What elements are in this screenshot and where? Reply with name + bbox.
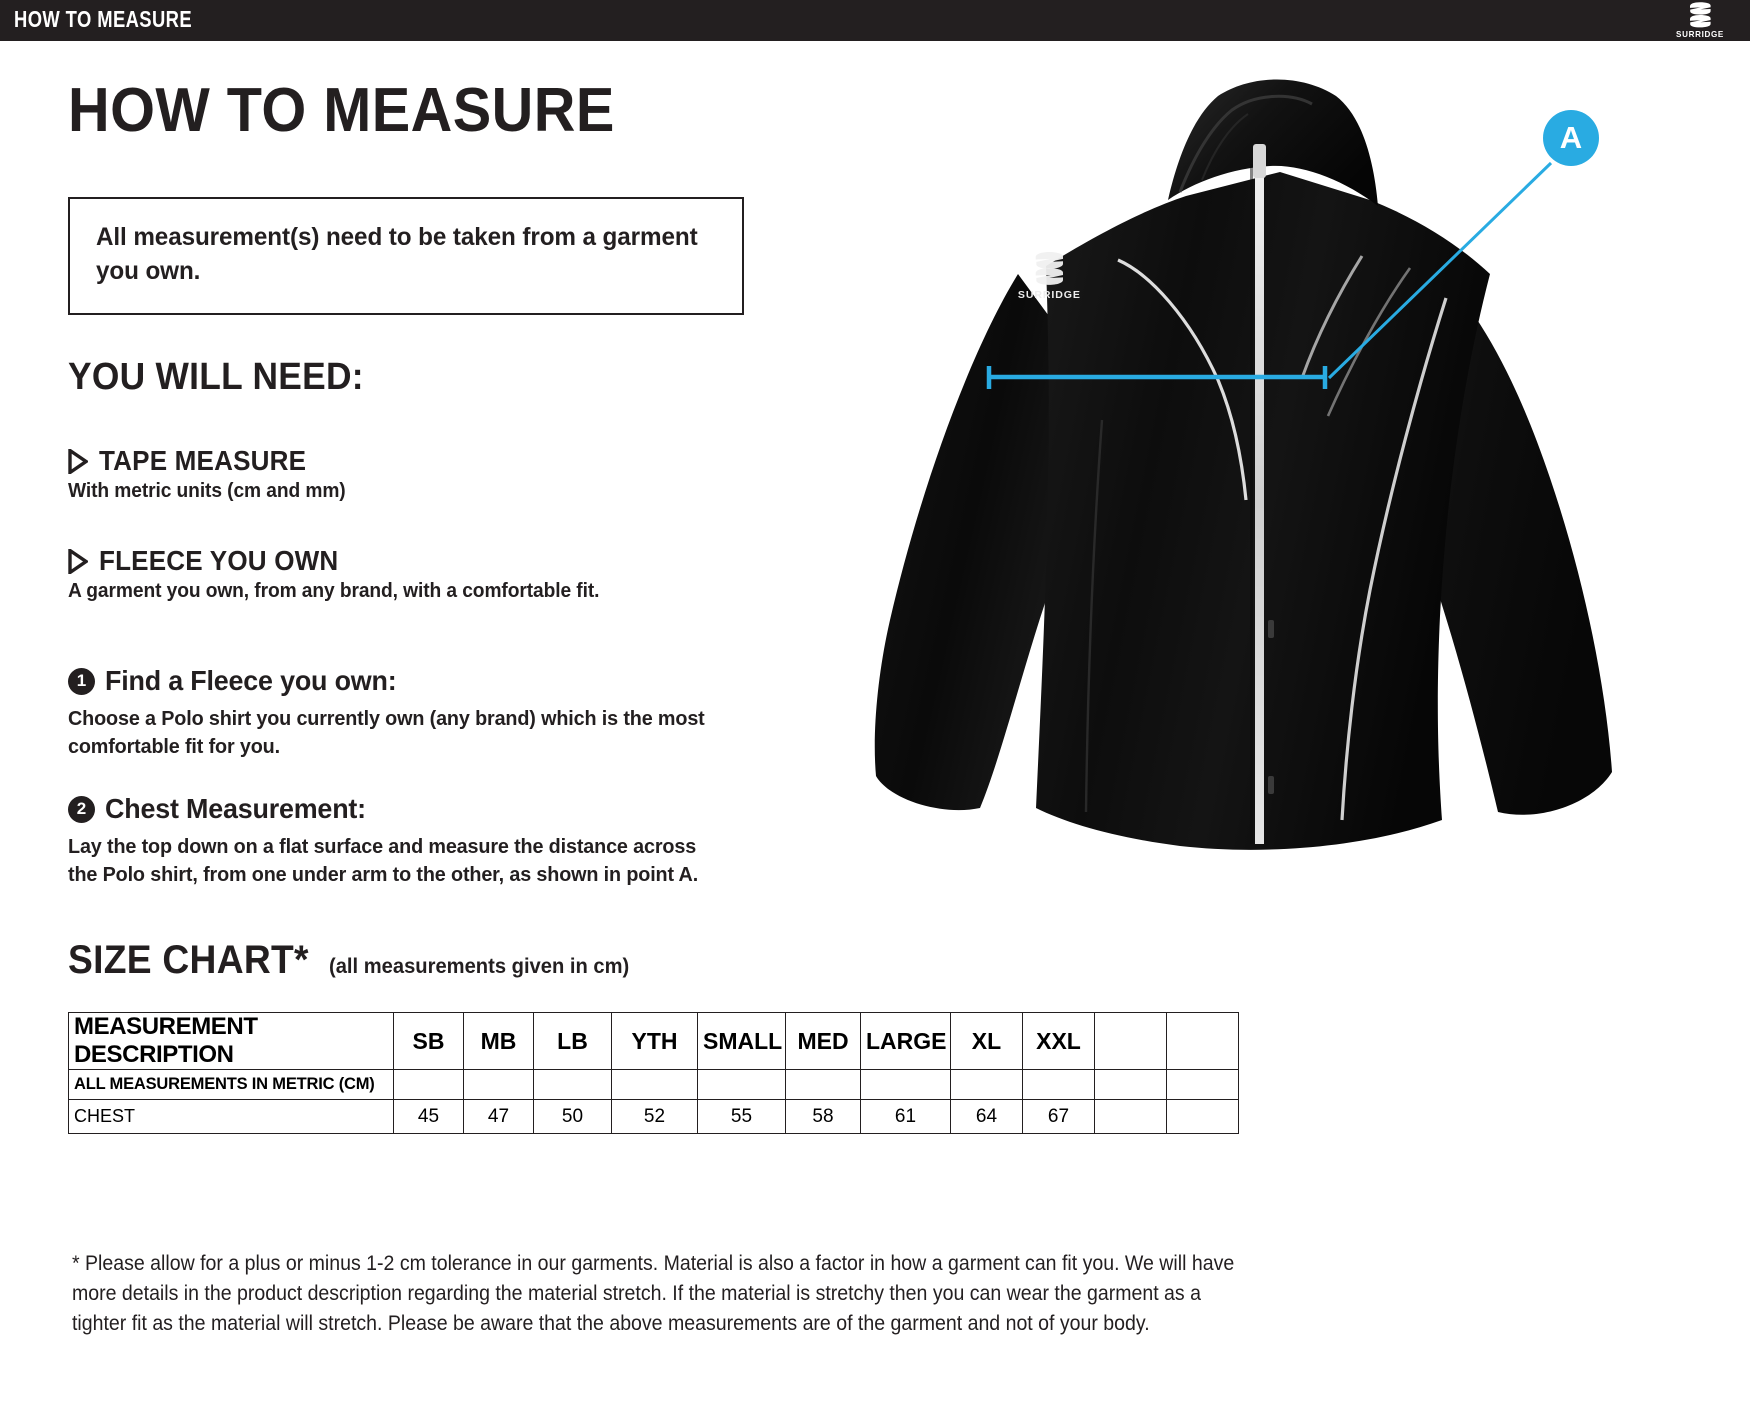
page-title-block: HOW TO MEASURE bbox=[68, 80, 868, 142]
need-item-title: TAPE MEASURE bbox=[99, 445, 307, 476]
header-title: HOW TO MEASURE bbox=[14, 6, 193, 32]
table-header-cell: MB bbox=[463, 1012, 534, 1070]
table-cell bbox=[463, 1069, 534, 1100]
table-row-label: ALL MEASUREMENTS IN METRIC (CM) bbox=[68, 1069, 394, 1100]
table-header-row: MEASUREMENT DESCRIPTION SB MB LB YTH SMA… bbox=[68, 1012, 1239, 1070]
table-cell: 58 bbox=[785, 1099, 861, 1134]
table-cell bbox=[785, 1069, 861, 1100]
table-header-cell: XXL bbox=[1022, 1012, 1095, 1070]
brand-logo: SURRIDGE bbox=[1670, 2, 1730, 40]
size-chart-heading: SIZE CHART* (all measurements given in c… bbox=[68, 938, 642, 983]
table-header-cell: MEASUREMENT DESCRIPTION bbox=[68, 1012, 394, 1070]
callout-box: All measurement(s) need to be taken from… bbox=[68, 197, 744, 315]
table-cell bbox=[950, 1069, 1023, 1100]
table-cell bbox=[1022, 1069, 1095, 1100]
table-cell bbox=[533, 1069, 612, 1100]
table-cell: 67 bbox=[1022, 1099, 1095, 1134]
table-cell: 45 bbox=[393, 1099, 464, 1134]
ss-monogram-icon bbox=[1690, 2, 1711, 28]
table-row: CHEST 45 47 50 52 55 58 61 64 67 bbox=[68, 1099, 1239, 1134]
table-cell bbox=[1166, 1099, 1239, 1134]
chest-logo: SURRIDGE bbox=[1018, 252, 1081, 301]
table-cell: 55 bbox=[697, 1099, 786, 1134]
table-cell: 64 bbox=[950, 1099, 1023, 1134]
step-body: Choose a Polo shirt you currently own (a… bbox=[68, 707, 705, 758]
step-number-badge: 2 bbox=[68, 795, 95, 823]
table-cell bbox=[611, 1069, 698, 1100]
table-header-cell: XL bbox=[950, 1012, 1023, 1070]
table-row-label: CHEST bbox=[68, 1099, 394, 1134]
table-header-cell: SB bbox=[393, 1012, 464, 1070]
need-item-title: FLEECE YOU OWN bbox=[99, 545, 339, 576]
table-header-cell bbox=[1166, 1012, 1239, 1070]
table-cell bbox=[1094, 1069, 1167, 1100]
header-bar: HOW TO MEASURE SURRIDGE bbox=[0, 0, 1750, 41]
need-item-tape-measure: TAPE MEASURE With metric units (cm and m… bbox=[68, 445, 357, 503]
zip-pull bbox=[1253, 144, 1266, 178]
table-header-cell: LARGE bbox=[860, 1012, 951, 1070]
you-will-need-heading: YOU WILL NEED: bbox=[68, 356, 364, 398]
triangle-right-icon bbox=[68, 548, 88, 574]
pocket-tab-left bbox=[1268, 620, 1274, 638]
step-title: Find a Fleece you own: bbox=[105, 665, 397, 696]
callout-badge-a: A bbox=[1543, 110, 1599, 166]
piping-left-chest bbox=[1117, 258, 1248, 501]
size-chart-title: SIZE CHART* bbox=[68, 938, 309, 982]
table-row: ALL MEASUREMENTS IN METRIC (CM) bbox=[68, 1069, 1239, 1100]
step-chest-measurement: 2 Chest Measurement: Lay the top down on… bbox=[68, 793, 868, 888]
table-header-cell: LB bbox=[533, 1012, 612, 1070]
brand-name: SURRIDGE bbox=[1676, 29, 1724, 39]
triangle-right-icon bbox=[68, 448, 88, 474]
collar-inner-shadow bbox=[1201, 113, 1249, 181]
table-cell: 50 bbox=[533, 1099, 612, 1134]
table-header-cell: MED bbox=[785, 1012, 861, 1070]
footnote-text: * Please allow for a plus or minus 1-2 c… bbox=[72, 1252, 1235, 1335]
table-cell bbox=[393, 1069, 464, 1100]
table-cell: 61 bbox=[860, 1099, 951, 1134]
step-find-a-fleece: 1 Find a Fleece you own: Choose a Polo s… bbox=[68, 665, 868, 760]
jacket-zip bbox=[1255, 164, 1264, 844]
step-title: Chest Measurement: bbox=[105, 793, 366, 824]
table-cell bbox=[1166, 1069, 1239, 1100]
table-header-cell bbox=[1094, 1012, 1167, 1070]
step-number-badge: 1 bbox=[68, 667, 95, 695]
size-chart-table: MEASUREMENT DESCRIPTION SB MB LB YTH SMA… bbox=[68, 1012, 1239, 1134]
table-cell: 47 bbox=[463, 1099, 534, 1134]
size-chart-note: (all measurements given in cm) bbox=[328, 955, 630, 978]
need-item-subtitle: With metric units (cm and mm) bbox=[68, 480, 346, 502]
seam-left-body bbox=[1084, 419, 1104, 813]
jacket-collar bbox=[1168, 79, 1378, 206]
zip-shadow bbox=[1250, 164, 1253, 844]
pocket-tab-right bbox=[1268, 776, 1274, 794]
step-body: Lay the top down on a flat surface and m… bbox=[68, 835, 699, 886]
table-header-cell: YTH bbox=[611, 1012, 698, 1070]
table-cell bbox=[860, 1069, 951, 1100]
table-cell bbox=[1094, 1099, 1167, 1134]
table-cell bbox=[697, 1069, 786, 1100]
need-item-subtitle: A garment you own, from any brand, with … bbox=[68, 580, 600, 602]
table-header-cell: SMALL bbox=[697, 1012, 786, 1070]
page-title: HOW TO MEASURE bbox=[68, 76, 615, 145]
garment-image: SURRIDGE bbox=[850, 60, 1750, 940]
svg-text:SURRIDGE: SURRIDGE bbox=[1018, 289, 1081, 301]
table-cell: 52 bbox=[611, 1099, 698, 1134]
callout-text: All measurement(s) need to be taken from… bbox=[96, 223, 698, 285]
need-item-fleece-you-own: FLEECE YOU OWN A garment you own, from a… bbox=[68, 545, 622, 603]
collar-fold-line bbox=[1178, 94, 1313, 193]
black-fleece-jacket-illustration: SURRIDGE bbox=[874, 79, 1612, 850]
